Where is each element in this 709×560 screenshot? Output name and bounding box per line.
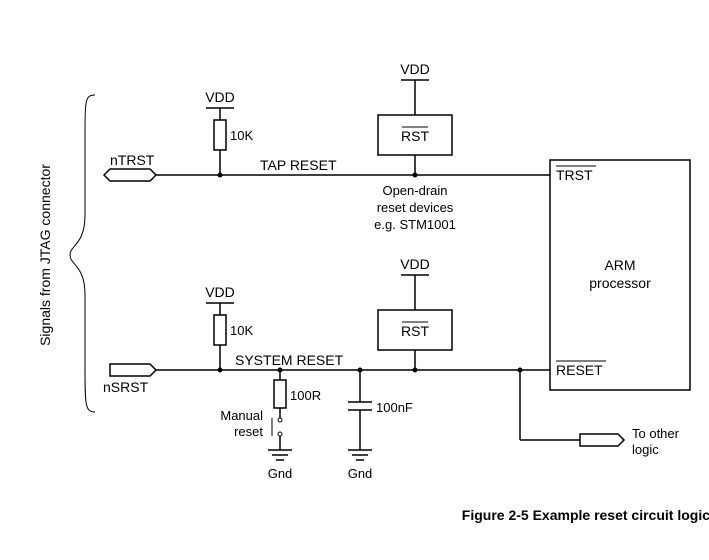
tap-pull-dot [218, 173, 223, 178]
side-label: Signals from JTAG connector [37, 164, 53, 346]
toother1: To other [632, 426, 680, 441]
sys-rst-vdd-text: VDD [400, 256, 430, 272]
sys-rst-dot [413, 368, 418, 373]
r100-val: 100R [290, 388, 321, 403]
gnd1-text: Gnd [268, 466, 293, 481]
reset-circuit-diagram: Signals from JTAG connector ARM processo… [20, 20, 709, 540]
open3: e.g. STM1001 [374, 217, 456, 232]
ntrst-label: nTRST [110, 152, 155, 168]
sw-dot-bot [278, 432, 282, 436]
tap-rst-text: RST [401, 128, 429, 144]
ntrst-connector [104, 169, 156, 181]
manual1: Manual [220, 408, 263, 423]
reset-pin: RESET [556, 362, 603, 378]
caption: Figure 2-5 Example reset circuit logic [462, 507, 709, 523]
manual2: reset [234, 424, 263, 439]
toother-arrow [580, 434, 624, 446]
sys-r10k [214, 315, 226, 345]
tap-r10k [214, 120, 226, 150]
nsrst-connector [110, 364, 156, 376]
open2: reset devices [377, 200, 454, 215]
sys-vdd-text: VDD [205, 284, 235, 300]
tap-vdd-text: VDD [205, 89, 235, 105]
r100 [274, 380, 286, 408]
sys-pull-dot [218, 368, 223, 373]
toother2: logic [632, 442, 659, 457]
arm-text2: processor [589, 275, 651, 291]
tap-rst-dot [413, 173, 418, 178]
arm-text1: ARM [604, 257, 635, 273]
nsrst-label: nSRST [103, 379, 149, 395]
sw-dot-top [278, 418, 282, 422]
sys-reset-label: SYSTEM RESET [235, 352, 344, 368]
sys-r10k-val: 10K [230, 323, 253, 338]
gnd2-text: Gnd [348, 466, 373, 481]
trst-pin: TRST [556, 167, 593, 183]
open1: Open-drain [382, 183, 447, 198]
cap-val: 100nF [376, 400, 413, 415]
tap-r10k-val: 10K [230, 128, 253, 143]
sys-rst-text: RST [401, 323, 429, 339]
brace [70, 95, 95, 412]
tap-reset-label: TAP RESET [260, 157, 337, 173]
tap-rst-vdd-text: VDD [400, 61, 430, 77]
